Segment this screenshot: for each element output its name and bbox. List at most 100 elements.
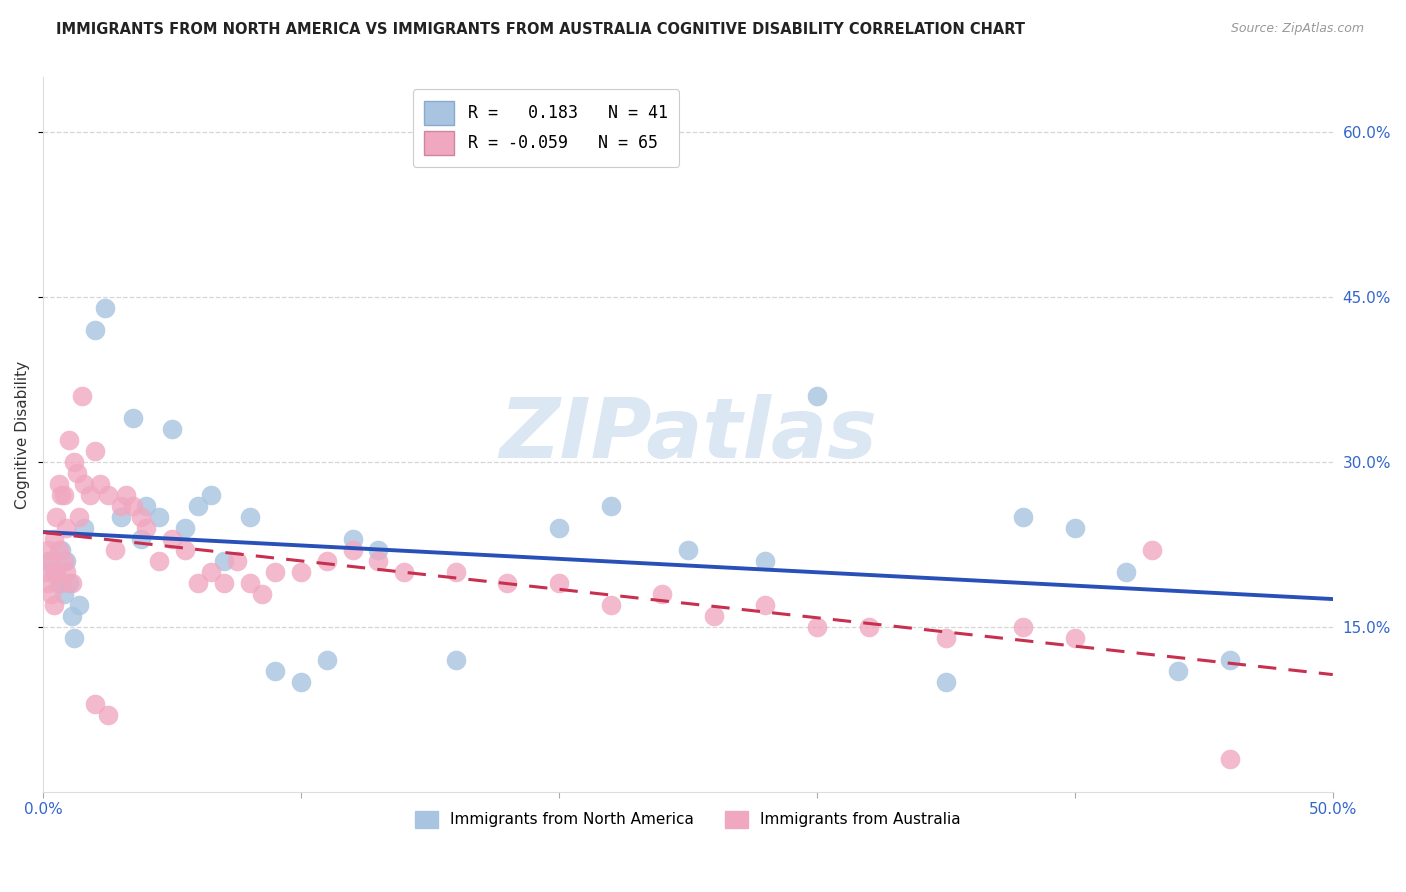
Point: [394, 565, 416, 579]
Point: [35, 565, 58, 579]
Point: [367, 543, 389, 558]
Text: IMMIGRANTS FROM NORTH AMERICA VS IMMIGRANTS FROM AUSTRALIA COGNITIVE DISABILITY : IMMIGRANTS FROM NORTH AMERICA VS IMMIGRA…: [56, 22, 1025, 37]
Point: [160, 532, 183, 546]
Point: [55, 521, 77, 535]
Point: [935, 631, 957, 645]
Point: [444, 565, 467, 579]
Point: [174, 521, 197, 535]
Point: [48, 477, 70, 491]
Point: [114, 488, 136, 502]
Point: [89, 477, 111, 491]
Point: [225, 554, 247, 568]
Point: [1012, 620, 1035, 634]
Point: [599, 499, 621, 513]
Point: [58, 433, 80, 447]
Point: [444, 653, 467, 667]
Point: [104, 543, 127, 558]
Point: [52, 488, 75, 502]
Point: [51, 576, 73, 591]
Point: [122, 499, 145, 513]
Point: [1115, 565, 1137, 579]
Point: [42, 598, 65, 612]
Point: [316, 554, 339, 568]
Point: [1063, 631, 1085, 645]
Point: [122, 411, 145, 425]
Point: [858, 620, 880, 634]
Point: [60, 576, 83, 591]
Point: [238, 510, 260, 524]
Point: [174, 543, 197, 558]
Point: [135, 521, 157, 535]
Point: [63, 631, 86, 645]
Point: [129, 532, 152, 546]
Point: [1142, 543, 1164, 558]
Point: [754, 598, 776, 612]
Point: [97, 488, 120, 502]
Point: [212, 576, 235, 591]
Point: [252, 587, 274, 601]
Point: [1167, 664, 1189, 678]
Text: ZIPatlas: ZIPatlas: [499, 394, 877, 475]
Point: [52, 554, 75, 568]
Point: [37, 554, 59, 568]
Legend: Immigrants from North America, Immigrants from Australia: Immigrants from North America, Immigrant…: [409, 805, 967, 834]
Point: [39, 587, 62, 601]
Point: [316, 653, 339, 667]
Point: [290, 675, 312, 690]
Point: [67, 598, 90, 612]
Point: [94, 301, 117, 316]
Point: [55, 554, 77, 568]
Point: [160, 422, 183, 436]
Point: [42, 532, 65, 546]
Point: [45, 565, 67, 579]
Y-axis label: Cognitive Disability: Cognitive Disability: [15, 360, 30, 508]
Point: [935, 675, 957, 690]
Point: [73, 477, 96, 491]
Point: [200, 488, 222, 502]
Point: [264, 664, 287, 678]
Point: [342, 532, 364, 546]
Point: [66, 466, 89, 480]
Point: [83, 697, 105, 711]
Point: [97, 708, 120, 723]
Point: [48, 543, 70, 558]
Point: [806, 389, 828, 403]
Point: [754, 554, 776, 568]
Point: [129, 510, 152, 524]
Point: [1219, 653, 1241, 667]
Point: [83, 444, 105, 458]
Point: [548, 576, 571, 591]
Point: [187, 576, 209, 591]
Point: [42, 565, 65, 579]
Point: [48, 576, 70, 591]
Point: [187, 499, 209, 513]
Point: [135, 499, 157, 513]
Point: [1063, 521, 1085, 535]
Point: [806, 620, 828, 634]
Point: [264, 565, 287, 579]
Point: [200, 565, 222, 579]
Point: [58, 576, 80, 591]
Point: [599, 598, 621, 612]
Point: [67, 510, 90, 524]
Point: [367, 554, 389, 568]
Point: [55, 565, 77, 579]
Text: Source: ZipAtlas.com: Source: ZipAtlas.com: [1230, 22, 1364, 36]
Point: [63, 455, 86, 469]
Point: [37, 543, 59, 558]
Point: [37, 576, 59, 591]
Point: [676, 543, 699, 558]
Point: [651, 587, 673, 601]
Point: [79, 488, 101, 502]
Point: [60, 609, 83, 624]
Point: [703, 609, 725, 624]
Point: [73, 521, 96, 535]
Point: [52, 587, 75, 601]
Point: [83, 323, 105, 337]
Point: [70, 389, 93, 403]
Point: [39, 554, 62, 568]
Point: [496, 576, 519, 591]
Point: [290, 565, 312, 579]
Point: [212, 554, 235, 568]
Point: [148, 510, 170, 524]
